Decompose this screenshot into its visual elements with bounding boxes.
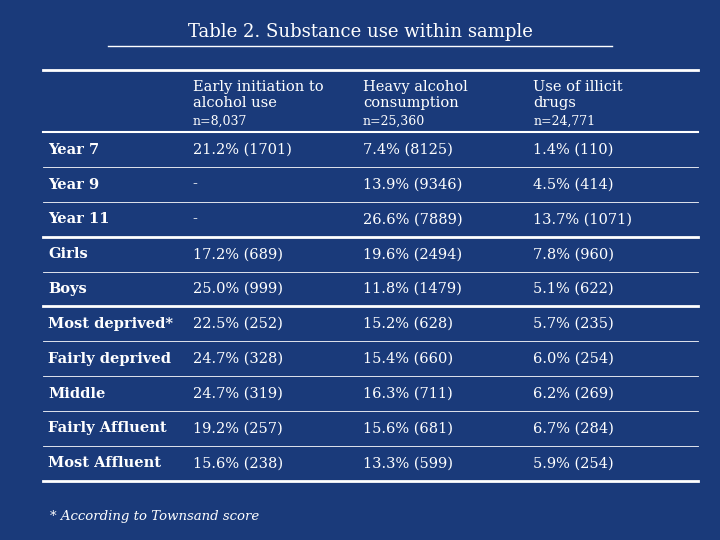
Text: 5.7% (235): 5.7% (235) <box>534 317 614 331</box>
Text: Fairly Affluent: Fairly Affluent <box>48 421 167 435</box>
Text: 16.3% (711): 16.3% (711) <box>363 387 453 401</box>
Text: Boys: Boys <box>48 282 87 296</box>
Text: -: - <box>192 178 197 192</box>
Text: 6.7% (284): 6.7% (284) <box>534 421 614 435</box>
Text: Use of illicit
drugs: Use of illicit drugs <box>534 80 623 110</box>
Text: 15.6% (681): 15.6% (681) <box>363 421 453 435</box>
Text: 5.9% (254): 5.9% (254) <box>534 456 614 470</box>
Text: 1.4% (110): 1.4% (110) <box>534 143 613 157</box>
Text: 11.8% (1479): 11.8% (1479) <box>363 282 462 296</box>
Text: 19.2% (257): 19.2% (257) <box>192 421 282 435</box>
Text: 4.5% (414): 4.5% (414) <box>534 178 613 192</box>
Text: n=24,771: n=24,771 <box>534 115 595 128</box>
Text: 13.7% (1071): 13.7% (1071) <box>534 212 632 226</box>
Text: Most Affluent: Most Affluent <box>48 456 161 470</box>
Text: 5.1% (622): 5.1% (622) <box>534 282 614 296</box>
Text: 22.5% (252): 22.5% (252) <box>192 317 282 331</box>
Text: Most deprived*: Most deprived* <box>48 317 174 331</box>
Text: Heavy alcohol
consumption: Heavy alcohol consumption <box>363 80 468 110</box>
Text: Girls: Girls <box>48 247 88 261</box>
Text: 6.2% (269): 6.2% (269) <box>534 387 614 401</box>
Text: n=8,037: n=8,037 <box>192 115 247 128</box>
Text: 19.6% (2494): 19.6% (2494) <box>363 247 462 261</box>
Text: 7.8% (960): 7.8% (960) <box>534 247 614 261</box>
Text: 6.0% (254): 6.0% (254) <box>534 352 614 366</box>
Text: 17.2% (689): 17.2% (689) <box>192 247 282 261</box>
Text: * According to Townsand score: * According to Townsand score <box>50 510 260 523</box>
Text: 7.4% (8125): 7.4% (8125) <box>363 143 453 157</box>
Text: 25.0% (999): 25.0% (999) <box>192 282 282 296</box>
Text: -: - <box>192 212 197 226</box>
Text: 15.4% (660): 15.4% (660) <box>363 352 453 366</box>
Text: Year 9: Year 9 <box>48 178 99 192</box>
Text: Table 2. Substance use within sample: Table 2. Substance use within sample <box>188 23 532 42</box>
Text: 15.6% (238): 15.6% (238) <box>192 456 283 470</box>
Text: 24.7% (328): 24.7% (328) <box>192 352 283 366</box>
Text: 13.3% (599): 13.3% (599) <box>363 456 453 470</box>
Text: Middle: Middle <box>48 387 106 401</box>
Text: Fairly deprived: Fairly deprived <box>48 352 171 366</box>
Text: n=25,360: n=25,360 <box>363 115 426 128</box>
Text: 26.6% (7889): 26.6% (7889) <box>363 212 462 226</box>
Text: 21.2% (1701): 21.2% (1701) <box>192 143 292 157</box>
Text: Year 11: Year 11 <box>48 212 110 226</box>
Text: Early initiation to
alcohol use: Early initiation to alcohol use <box>192 80 323 110</box>
Text: 13.9% (9346): 13.9% (9346) <box>363 178 462 192</box>
Text: 24.7% (319): 24.7% (319) <box>192 387 282 401</box>
Text: 15.2% (628): 15.2% (628) <box>363 317 453 331</box>
Text: Year 7: Year 7 <box>48 143 99 157</box>
